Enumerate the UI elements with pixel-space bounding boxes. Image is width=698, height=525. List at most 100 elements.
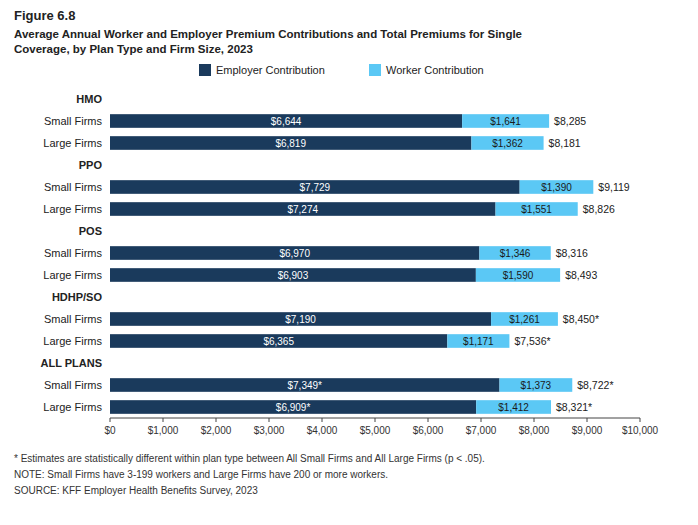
total-label: $7,536* bbox=[514, 335, 550, 347]
data-label: $1,171 bbox=[463, 336, 494, 347]
data-label: $1,590 bbox=[503, 270, 534, 281]
data-label: $7,274 bbox=[287, 204, 318, 215]
data-label: $6,903 bbox=[278, 270, 309, 281]
category-label: Small Firms bbox=[44, 313, 103, 325]
group-label: PPO bbox=[79, 159, 103, 171]
bar-segment bbox=[110, 400, 476, 414]
total-label: $8,722* bbox=[577, 379, 613, 391]
total-label: $8,321* bbox=[556, 401, 592, 413]
tick-label: $0 bbox=[104, 425, 116, 436]
data-label: $7,190 bbox=[285, 314, 316, 325]
data-label: $6,970 bbox=[279, 248, 310, 259]
bar-segment bbox=[479, 246, 550, 260]
bar-segment bbox=[476, 268, 560, 282]
tick-label: $9,000 bbox=[572, 425, 603, 436]
data-label: $6,909* bbox=[276, 402, 311, 413]
bar-segment bbox=[110, 180, 520, 194]
data-label: $6,365 bbox=[263, 336, 294, 347]
bar-segment bbox=[110, 202, 496, 216]
category-label: Small Firms bbox=[44, 379, 103, 391]
footnote: * Estimates are statistically different … bbox=[14, 453, 485, 464]
x-axis: $0 $1,000 $2,000 $3,000 $4,000 $5,000 $6,000 $7… bbox=[104, 418, 658, 436]
legend-label: Worker Contribution bbox=[386, 64, 484, 76]
category-label: Large Firms bbox=[43, 335, 102, 347]
tick-label: $1,000 bbox=[148, 425, 179, 436]
tick bbox=[587, 418, 588, 422]
tick bbox=[110, 418, 111, 422]
bar-segment bbox=[110, 378, 499, 392]
bar-segment bbox=[447, 334, 509, 348]
category-label: Small Firms bbox=[44, 181, 103, 193]
total-label: $8,493 bbox=[565, 269, 597, 281]
bars bbox=[110, 114, 593, 414]
tick-label: $4,000 bbox=[307, 425, 338, 436]
footnote: NOTE: Small Firms have 3-199 workers and… bbox=[14, 469, 388, 480]
bar-segment bbox=[110, 136, 471, 150]
bar-segment bbox=[110, 268, 476, 282]
legend-label: Employer Contribution bbox=[216, 64, 325, 76]
tick bbox=[269, 418, 270, 422]
tick bbox=[216, 418, 217, 422]
total-label: $8,826 bbox=[583, 203, 615, 215]
tick bbox=[163, 418, 164, 422]
bar-segment bbox=[462, 114, 549, 128]
group-label: HMO bbox=[76, 93, 102, 105]
subtitle: Average Annual Worker and Employer Premi… bbox=[14, 28, 522, 55]
bar-segment bbox=[491, 312, 558, 326]
legend-swatch bbox=[369, 64, 381, 76]
data-label: $1,346 bbox=[500, 248, 531, 259]
bar-segment bbox=[110, 334, 447, 348]
data-label: $6,819 bbox=[275, 138, 306, 149]
category-label: Small Firms bbox=[44, 115, 103, 127]
bar-segment bbox=[110, 246, 479, 260]
legend-swatch bbox=[199, 64, 211, 76]
tick-label: $8,000 bbox=[519, 425, 550, 436]
bar-segment bbox=[476, 400, 551, 414]
category-label: Large Firms bbox=[43, 203, 102, 215]
tick bbox=[428, 418, 429, 422]
total-label: $8,450* bbox=[563, 313, 599, 325]
legend: Employer Contribution Worker Contribution bbox=[199, 64, 484, 76]
bar-segment bbox=[110, 312, 491, 326]
data-label: $1,373 bbox=[521, 380, 552, 391]
total-label: $8,181 bbox=[549, 137, 581, 149]
category-label: Large Firms bbox=[43, 269, 102, 281]
data-label: $1,261 bbox=[509, 314, 540, 325]
data-label: $1,362 bbox=[492, 138, 523, 149]
data-label: $7,349* bbox=[288, 380, 323, 391]
tick-label: $2,000 bbox=[201, 425, 232, 436]
data-label: $1,641 bbox=[490, 116, 521, 127]
category-label: Small Firms bbox=[44, 247, 103, 259]
tick bbox=[640, 418, 641, 422]
bar-segment bbox=[496, 202, 578, 216]
tick-label: $7,000 bbox=[466, 425, 497, 436]
data-label: $1,551 bbox=[521, 204, 552, 215]
data-label: $1,390 bbox=[541, 182, 572, 193]
bar-segment bbox=[520, 180, 594, 194]
total-label: $8,285 bbox=[554, 115, 586, 127]
group-label: HDHP/SO bbox=[52, 291, 103, 303]
group-label: POS bbox=[79, 225, 102, 237]
total-label: $8,316 bbox=[556, 247, 588, 259]
category-label: Large Firms bbox=[43, 137, 102, 149]
footnote: SOURCE: KFF Employer Health Benefits Sur… bbox=[14, 485, 258, 496]
bar-segment bbox=[471, 136, 543, 150]
tick bbox=[322, 418, 323, 422]
data-label: $6,644 bbox=[271, 116, 302, 127]
group-label: ALL PLANS bbox=[40, 357, 102, 369]
tick-label: $3,000 bbox=[254, 425, 285, 436]
tick bbox=[481, 418, 482, 422]
bar-segment bbox=[499, 378, 572, 392]
tick-label: $6,000 bbox=[413, 425, 444, 436]
labels: HMO Small Firms $6,644 $1,641 $8,285 Large Fi… bbox=[40, 93, 629, 413]
title: Figure 6.8 bbox=[14, 8, 75, 23]
data-label: $1,412 bbox=[498, 402, 529, 413]
data-label: $7,729 bbox=[300, 182, 331, 193]
total-label: $9,119 bbox=[598, 181, 629, 193]
tick bbox=[375, 418, 376, 422]
tick bbox=[534, 418, 535, 422]
tick-label: $5,000 bbox=[360, 425, 391, 436]
bar-segment bbox=[110, 114, 462, 128]
category-label: Large Firms bbox=[43, 401, 102, 413]
tick-label: $10,000 bbox=[622, 425, 659, 436]
